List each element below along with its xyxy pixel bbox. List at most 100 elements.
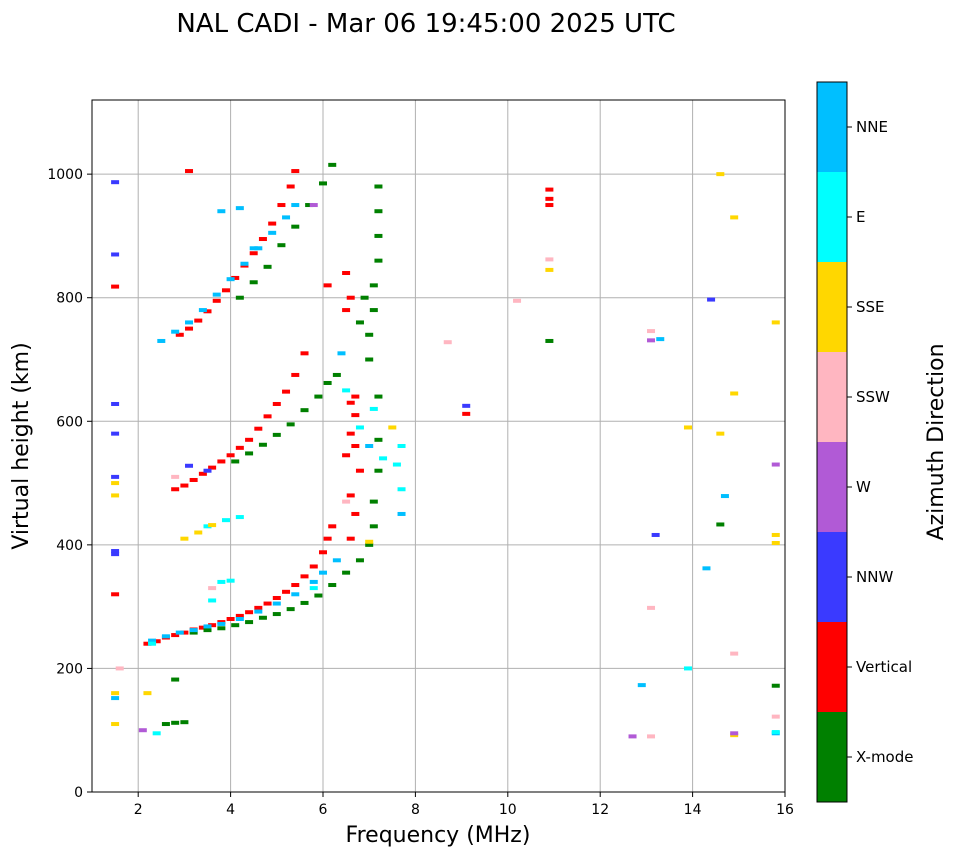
data-point	[277, 203, 286, 208]
colorbar-segment	[817, 262, 847, 352]
data-point	[309, 203, 318, 208]
data-point	[226, 453, 235, 458]
series-nne	[111, 203, 780, 736]
data-point	[300, 600, 309, 605]
data-point	[286, 184, 295, 189]
colorbar-label: SSE	[856, 298, 885, 316]
data-point	[175, 332, 184, 337]
data-point	[249, 280, 258, 285]
data-point	[272, 601, 281, 606]
data-point	[374, 468, 383, 473]
data-point	[323, 283, 332, 288]
x-tick-label: 12	[591, 802, 609, 818]
data-point	[462, 411, 471, 416]
data-point	[332, 558, 341, 563]
x-tick-label: 6	[319, 802, 328, 818]
y-tick-label: 200	[56, 661, 83, 677]
x-tick-label: 10	[499, 802, 517, 818]
data-point	[513, 298, 522, 303]
colorbar-label: NNE	[856, 118, 888, 136]
data-point	[286, 422, 295, 427]
data-point	[369, 524, 378, 529]
data-point	[730, 651, 739, 656]
data-point	[249, 251, 258, 256]
y-axis: 0 200 400 600 800 1000	[47, 167, 92, 801]
data-point	[111, 722, 120, 727]
data-point	[351, 444, 360, 448]
data-point	[355, 425, 364, 430]
data-point	[157, 338, 166, 343]
data-point	[374, 258, 383, 263]
data-point	[355, 320, 364, 325]
data-point	[263, 414, 272, 419]
data-point	[226, 277, 235, 282]
data-point	[342, 499, 351, 504]
data-point	[235, 617, 244, 621]
data-point	[397, 487, 406, 492]
data-point	[138, 728, 147, 733]
data-point	[226, 578, 235, 583]
y-axis-title: Virtual height (km)	[9, 342, 34, 549]
data-point	[683, 666, 692, 671]
colorbar-title: Azimuth Direction	[924, 343, 949, 540]
x-tick-label: 8	[411, 802, 420, 818]
data-point	[217, 626, 226, 631]
data-point	[374, 437, 383, 442]
data-point	[545, 257, 554, 262]
x-tick-label: 2	[134, 802, 143, 818]
data-point	[355, 468, 364, 473]
data-point	[730, 215, 739, 220]
colorbar-segment	[817, 172, 847, 262]
colorbar-segment	[817, 622, 847, 712]
y-tick-label: 1000	[47, 167, 83, 183]
data-point	[277, 243, 286, 248]
data-point	[198, 625, 207, 630]
data-point	[240, 261, 249, 266]
data-points	[111, 162, 780, 739]
data-point	[203, 524, 212, 529]
data-point	[342, 570, 351, 575]
series-ssw	[115, 257, 780, 739]
data-point	[171, 329, 180, 334]
series-sse	[111, 172, 780, 738]
data-point	[291, 203, 300, 208]
data-point	[161, 634, 170, 639]
data-point	[637, 683, 646, 688]
data-point	[111, 401, 120, 406]
data-point	[212, 292, 221, 297]
data-point	[254, 246, 263, 251]
data-point	[111, 284, 120, 289]
data-point	[194, 318, 203, 323]
data-point	[245, 451, 254, 456]
data-point	[647, 605, 656, 610]
data-point	[198, 471, 207, 476]
data-point	[328, 583, 337, 588]
data-point	[143, 691, 152, 696]
data-point	[397, 511, 406, 516]
x-axis: 2 4 6 8 10 12 14 16	[134, 792, 794, 818]
data-point	[328, 524, 337, 529]
data-point	[111, 493, 120, 498]
data-point	[346, 431, 355, 436]
data-point	[360, 295, 369, 300]
data-point	[217, 621, 226, 626]
colorbar-label: Vertical	[856, 658, 912, 676]
colorbar-frame	[816, 81, 848, 803]
data-point	[203, 309, 212, 314]
data-point	[545, 338, 554, 343]
data-point	[194, 530, 203, 535]
data-point	[171, 633, 180, 638]
data-point	[771, 532, 780, 537]
series-vertical	[111, 169, 554, 646]
data-point	[702, 566, 711, 571]
data-point	[282, 215, 291, 220]
data-point	[771, 320, 780, 325]
data-point	[286, 607, 295, 612]
plot-frame	[91, 99, 786, 793]
data-point	[730, 731, 739, 736]
chart-title: NAL CADI - Mar 06 19:45:00 2025 UTC	[176, 9, 675, 39]
data-point	[291, 592, 300, 597]
data-point	[212, 298, 221, 303]
data-point	[323, 380, 332, 385]
colorbar-segment	[817, 442, 847, 532]
